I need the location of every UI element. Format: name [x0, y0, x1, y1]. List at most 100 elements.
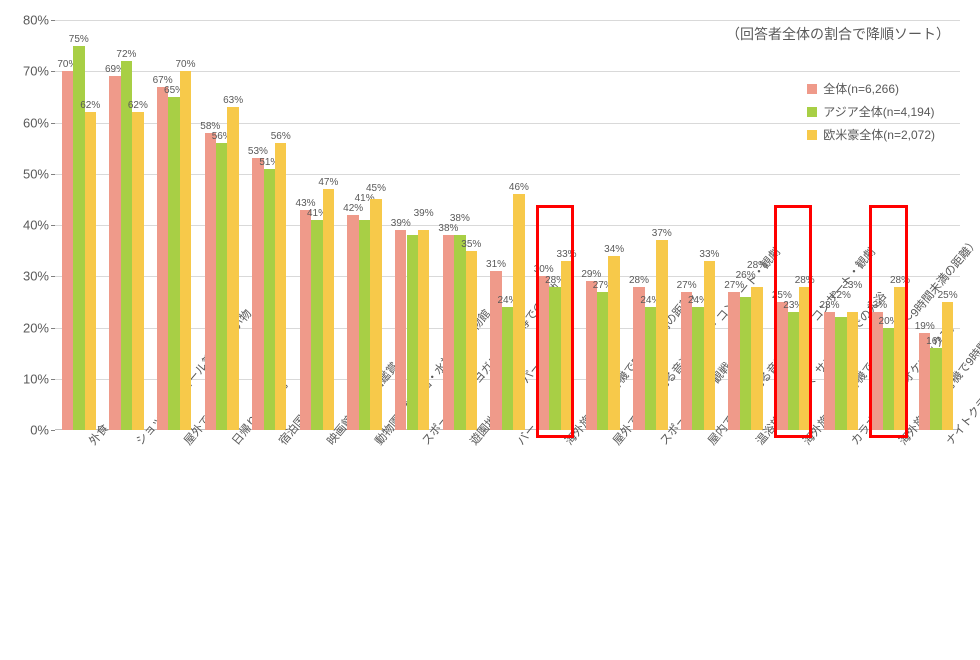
- bar: [930, 348, 941, 430]
- category-group: 39%39%スポーツジム・ヨガスタジオ等での運動: [388, 20, 436, 430]
- bar: [751, 287, 762, 431]
- bar-value-label: 47%: [313, 177, 343, 188]
- bar: [370, 199, 381, 430]
- bar: [704, 261, 715, 430]
- bar-value-label: 26%: [731, 270, 761, 281]
- bar-value-label: 62%: [75, 100, 105, 111]
- bar: [645, 307, 656, 430]
- category-group: 69%72%62%ショッピングモール等での買い物: [103, 20, 151, 430]
- category-group: 23%20%28%海外旅行（飛行機で9時間以上の距離）: [865, 20, 913, 430]
- bar: [454, 235, 465, 430]
- bar: [132, 112, 143, 430]
- bar-value-label: 46%: [504, 182, 534, 193]
- bar-value-label: 25%: [933, 290, 963, 301]
- bar: [252, 158, 263, 430]
- bar: [538, 276, 549, 430]
- bar: [216, 143, 227, 430]
- y-axis-label: 30%: [23, 269, 49, 284]
- bar-value-label: 63%: [218, 95, 248, 106]
- bar-value-label: 33%: [694, 249, 724, 260]
- category-group: 23%22%23%カラオケ（カラオケボックス）: [817, 20, 865, 430]
- bar: [180, 71, 191, 430]
- category-group: 53%51%56%宿泊国内旅行: [246, 20, 294, 430]
- category-group: 25%23%28%海外旅行（飛行機で5時間以上～9時間未満の距離）: [769, 20, 817, 430]
- bar: [847, 312, 858, 430]
- bar: [168, 97, 179, 430]
- bar: [871, 312, 882, 430]
- bar: [359, 220, 370, 430]
- bar: [597, 292, 608, 430]
- bar-value-label: 37%: [647, 228, 677, 239]
- bar: [549, 287, 560, 431]
- bar-value-label: 28%: [742, 260, 772, 271]
- y-tick: [51, 430, 55, 431]
- bar-value-label: 70%: [170, 59, 200, 70]
- bar: [347, 215, 358, 430]
- bar-value-label: 22%: [826, 290, 856, 301]
- bar-value-label: 23%: [814, 300, 844, 311]
- bar-value-label: 72%: [111, 49, 141, 60]
- bar-value-label: 35%: [456, 239, 486, 250]
- bar: [692, 307, 703, 430]
- y-axis-label: 0%: [30, 423, 49, 438]
- bar-value-label: 42%: [338, 203, 368, 214]
- bar: [502, 307, 513, 430]
- y-axis-label: 70%: [23, 64, 49, 79]
- bar: [740, 297, 751, 430]
- bar: [395, 230, 406, 430]
- plot-area: 0%10%20%30%40%50%60%70%80%70%75%62%外食69%…: [55, 20, 960, 430]
- bar: [443, 235, 454, 430]
- bar-value-label: 23%: [862, 300, 892, 311]
- bar-value-label: 75%: [64, 34, 94, 45]
- category-group: 70%75%62%外食: [55, 20, 103, 430]
- category-group: 42%41%45%動物園・植物園・水族館・博物館: [341, 20, 389, 430]
- bar: [62, 71, 73, 430]
- bar-value-label: 23%: [837, 280, 867, 291]
- bar: [264, 169, 275, 430]
- bar: [109, 76, 120, 430]
- category-group: 38%38%35%遊園地・テーマパーク: [436, 20, 484, 430]
- y-axis-label: 10%: [23, 371, 49, 386]
- category-group: 58%56%63%日帰り国内旅行: [198, 20, 246, 430]
- bar: [586, 281, 597, 430]
- bar-value-label: 31%: [481, 259, 511, 270]
- category-group: 30%28%33%海外旅行（飛行機で5時間未満の距離）: [531, 20, 579, 430]
- bar: [608, 256, 619, 430]
- bar: [157, 87, 168, 430]
- bar: [418, 230, 429, 430]
- bar-value-label: 39%: [386, 218, 416, 229]
- bar: [275, 143, 286, 430]
- bar-value-label: 28%: [790, 275, 820, 286]
- bar: [656, 240, 667, 430]
- bar: [227, 107, 238, 430]
- category-group: 27%24%33%屋内で開催される音楽ライブ・コンサート・観劇: [674, 20, 722, 430]
- bar: [835, 317, 846, 430]
- bar-value-label: 27%: [672, 280, 702, 291]
- category-group: 29%27%34%屋外で開催される音楽ライブ・コンサート・観劇: [579, 20, 627, 430]
- bar: [121, 61, 132, 430]
- category-group: 19%16%25%ナイトクラブ: [912, 20, 960, 430]
- y-axis-label: 20%: [23, 320, 49, 335]
- category-group: 67%65%70%屋外での運動: [150, 20, 198, 430]
- bar-value-label: 28%: [885, 275, 915, 286]
- bar: [728, 292, 739, 430]
- bar: [561, 261, 572, 430]
- bar-value-label: 39%: [409, 208, 439, 219]
- bar: [311, 220, 322, 430]
- bar-value-label: 33%: [552, 249, 582, 260]
- bar: [407, 235, 418, 430]
- bar: [633, 287, 644, 431]
- bar-value-label: 38%: [445, 213, 475, 224]
- bar-value-label: 28%: [624, 275, 654, 286]
- bar-value-label: 38%: [433, 223, 463, 234]
- category-group: 27%26%28%温浴施設（スパ、サウナ等）での入浴: [722, 20, 770, 430]
- y-axis-label: 50%: [23, 166, 49, 181]
- chart-container: （回答者全体の割合で降順ソート） 全体(n=6,266)アジア全体(n=4,19…: [0, 0, 980, 660]
- bar: [919, 333, 930, 430]
- bar: [681, 292, 692, 430]
- bar: [323, 189, 334, 430]
- bar-value-label: 56%: [266, 131, 296, 142]
- bar-value-label: 19%: [910, 321, 940, 332]
- y-axis-label: 60%: [23, 115, 49, 130]
- bar: [513, 194, 524, 430]
